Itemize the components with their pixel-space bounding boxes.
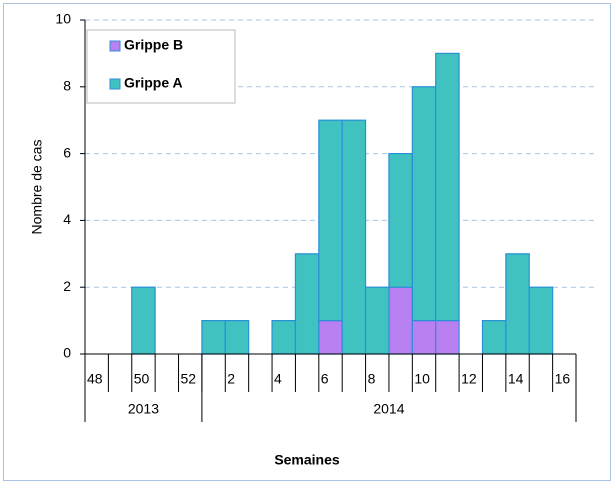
x-tick-label: 14 bbox=[508, 371, 524, 387]
legend-label: Grippe B bbox=[124, 37, 183, 53]
bar bbox=[201, 320, 226, 355]
x-axis-title: Semaines bbox=[274, 452, 340, 468]
bar bbox=[271, 320, 297, 355]
legend: Grippe B Grippe A bbox=[86, 29, 236, 104]
bar bbox=[435, 52, 460, 322]
legend-label: Grippe A bbox=[124, 75, 183, 91]
y-tick-label: 6 bbox=[63, 144, 71, 160]
x-tick-label: 12 bbox=[461, 371, 477, 387]
bar bbox=[505, 253, 530, 355]
x-tick-label: 2 bbox=[227, 371, 235, 387]
bar bbox=[318, 119, 343, 322]
bar bbox=[528, 286, 554, 355]
bar bbox=[341, 119, 367, 355]
bar bbox=[364, 286, 390, 355]
y-tick-label: 0 bbox=[63, 345, 71, 361]
legend-swatch bbox=[109, 40, 121, 52]
y-tick-label: 8 bbox=[63, 78, 71, 94]
bar bbox=[388, 286, 413, 355]
bar bbox=[318, 320, 343, 355]
y-tick-label: 4 bbox=[63, 211, 71, 227]
bar bbox=[131, 286, 156, 355]
x-group-label: 2014 bbox=[373, 401, 404, 417]
x-tick-label: 6 bbox=[321, 371, 329, 387]
bar bbox=[481, 320, 507, 355]
x-tick-label: 16 bbox=[555, 371, 571, 387]
x-tick-label: 8 bbox=[368, 371, 376, 387]
x-tick-label: 52 bbox=[181, 371, 197, 387]
legend-swatch bbox=[109, 78, 121, 90]
x-tick-label: 4 bbox=[274, 371, 282, 387]
x-tick-label: 10 bbox=[414, 371, 430, 387]
bar bbox=[411, 86, 437, 322]
x-tick-label: 48 bbox=[87, 371, 103, 387]
x-tick-label: 50 bbox=[134, 371, 150, 387]
y-axis-title: Nombre de cas bbox=[29, 140, 45, 235]
bar bbox=[224, 320, 250, 355]
bar bbox=[435, 320, 460, 355]
bar bbox=[294, 253, 320, 355]
bar bbox=[411, 320, 437, 355]
bar bbox=[388, 153, 413, 288]
y-tick-label: 2 bbox=[63, 278, 71, 294]
y-tick-label: 10 bbox=[55, 11, 71, 27]
x-group-label: 2013 bbox=[128, 401, 159, 417]
